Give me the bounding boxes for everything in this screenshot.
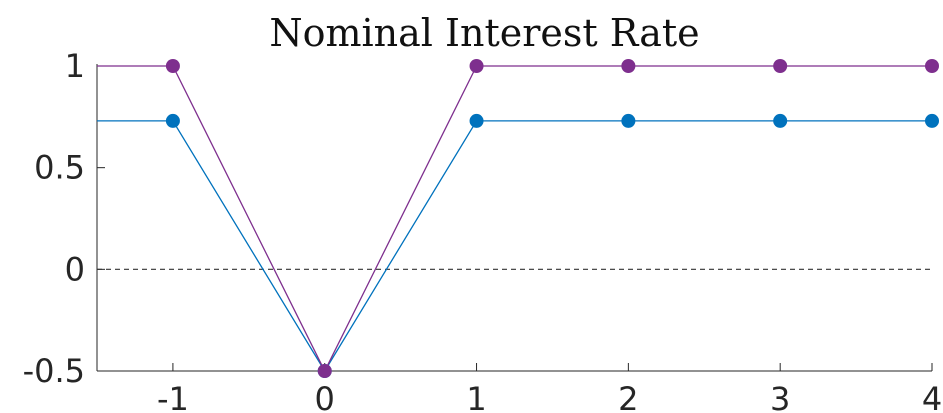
data-point	[469, 59, 484, 73]
data-point	[621, 59, 636, 73]
series-1	[97, 113, 939, 378]
x-tick-label: -1	[157, 380, 189, 413]
data-point	[925, 59, 939, 73]
data-point	[621, 113, 636, 128]
data-point	[925, 113, 939, 128]
y-tick-label: 0	[65, 250, 85, 288]
x-tick-label: 0	[315, 380, 335, 413]
y-tick-label: -0.5	[23, 352, 85, 390]
x-tick-label: 1	[466, 380, 486, 413]
x-tick-label: 4	[922, 380, 942, 413]
data-point	[773, 59, 788, 73]
series-line	[97, 65, 932, 373]
y-tick-label: 0.5	[34, 149, 85, 187]
chart-title: Nominal Interest Rate	[269, 11, 699, 55]
data-point	[773, 113, 788, 128]
y-tick-label: 1	[65, 47, 85, 85]
x-tick-label: 2	[618, 380, 638, 413]
x-tick-label: 3	[770, 380, 790, 413]
series-2	[97, 59, 939, 378]
series-line	[97, 120, 932, 373]
data-point	[165, 59, 180, 73]
data-point	[317, 364, 332, 378]
axes: -0.5 0 0.5 1 -1 0 1 2 3 4	[23, 47, 943, 413]
data-point	[469, 113, 484, 128]
data-point	[165, 113, 180, 128]
series-group	[97, 59, 939, 378]
